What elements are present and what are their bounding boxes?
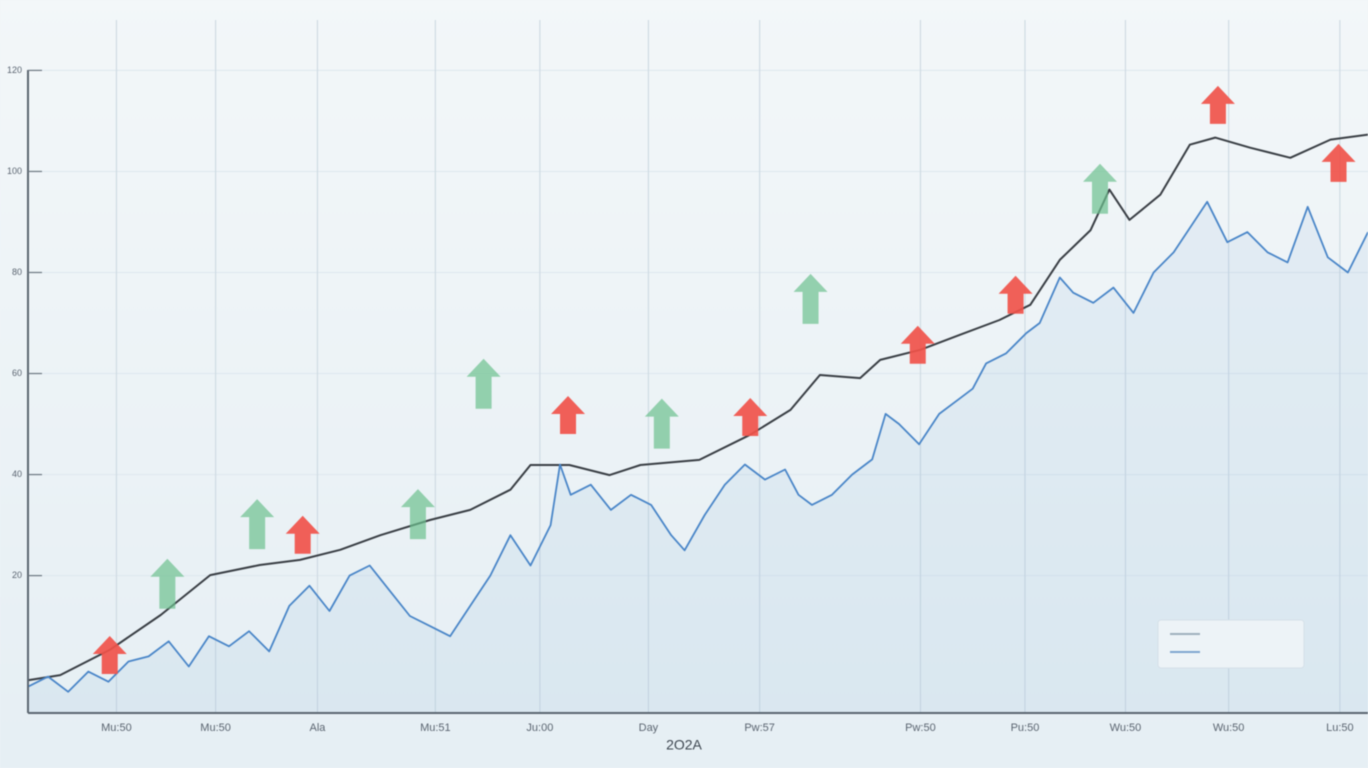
x-tick-label: Mu:51 xyxy=(420,722,451,734)
signal-arrow xyxy=(644,398,679,449)
y-tick-label: 100 xyxy=(7,166,22,176)
signal-arrow xyxy=(733,398,768,437)
y-tick-label: 60 xyxy=(12,368,22,378)
signal-arrow xyxy=(551,396,586,435)
x-tick-label: Wu:50 xyxy=(1213,722,1245,734)
x-tick-label: Pw:50 xyxy=(905,722,936,734)
signal-arrow xyxy=(400,489,435,540)
y-tick-label: 80 xyxy=(12,267,22,277)
signal-arrow xyxy=(92,635,127,674)
series-area xyxy=(28,201,1368,713)
signal-arrow xyxy=(900,325,935,364)
signal-arrow xyxy=(1321,143,1356,182)
y-tick-label: 40 xyxy=(12,469,22,479)
signal-arrow xyxy=(1083,163,1117,214)
plot-area xyxy=(27,85,1368,713)
x-tick-label: Wu:50 xyxy=(1110,722,1142,734)
legend xyxy=(1157,619,1305,669)
y-tick-label: 20 xyxy=(12,570,22,580)
y-tick-label: 120 xyxy=(7,65,22,75)
x-tick-label: Ala xyxy=(309,722,326,734)
x-tick-label: Pu:50 xyxy=(1011,722,1040,734)
signal-arrow xyxy=(793,273,828,324)
legend-box xyxy=(1157,619,1305,669)
x-tick-label: Day xyxy=(639,722,659,734)
x-axis-title: 2O2A xyxy=(666,737,702,753)
series-line xyxy=(27,133,1368,682)
signal-arrow xyxy=(466,358,501,409)
grid xyxy=(28,20,1368,712)
x-tick-label: Mu:50 xyxy=(200,722,231,734)
x-tick-label: Ju:00 xyxy=(526,722,553,734)
x-tick-label: Mu:50 xyxy=(101,722,132,734)
x-tick-label: Pw:57 xyxy=(744,722,775,734)
signal-arrow xyxy=(998,275,1033,314)
x-tick-label: Lu:50 xyxy=(1326,722,1354,734)
signal-arrow xyxy=(285,515,320,554)
series-line xyxy=(27,200,1368,693)
signal-arrow xyxy=(1200,85,1235,124)
signal-arrow xyxy=(150,558,185,609)
signal-arrow xyxy=(240,499,275,550)
